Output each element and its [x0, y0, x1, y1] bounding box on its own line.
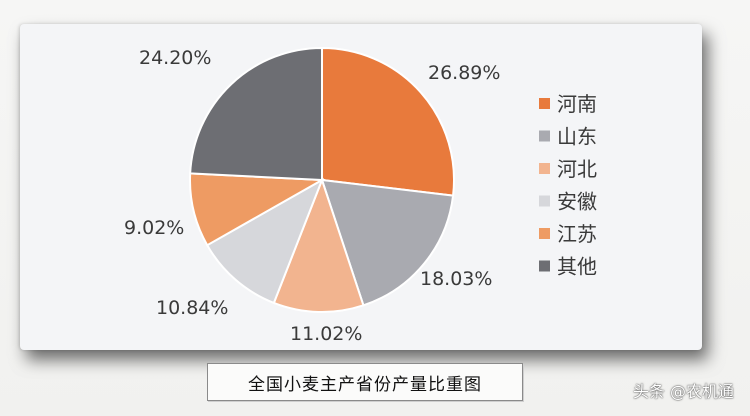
- pie-slice-3: [272, 177, 365, 313]
- pie-slice-6: [189, 46, 323, 182]
- slice-value-label-6: 24.20%: [139, 47, 211, 69]
- chart-caption-box: 全国小麦主产省份产量比重图: [207, 363, 523, 401]
- slice-value-label-5: 9.02%: [124, 217, 184, 239]
- legend-label-1: 河南: [557, 92, 597, 116]
- legend-label-2: 山东: [557, 125, 597, 149]
- watermark: 头条 @农机通: [632, 382, 734, 401]
- chart-caption: 全国小麦主产省份产量比重图: [248, 374, 482, 395]
- legend-swatch-1: [539, 98, 550, 109]
- legend-swatch-2: [539, 130, 550, 142]
- legend-swatch-5: [539, 228, 550, 239]
- pie-slice-2: [320, 178, 455, 307]
- legend-label-3: 河北: [557, 157, 597, 181]
- legend-label-4: 安徽: [557, 190, 597, 214]
- legend-label-5: 江苏: [557, 222, 597, 246]
- legend-swatch-4: [539, 195, 550, 207]
- slice-value-label-1: 26.89%: [428, 62, 500, 84]
- pie-slice-4: [205, 177, 324, 305]
- slice-value-label-4: 10.84%: [156, 297, 228, 319]
- slice-value-label-3: 11.02%: [290, 323, 362, 345]
- pie-slice-1: [321, 46, 455, 197]
- legend-swatch-6: [539, 260, 550, 272]
- legend-label-6: 其他: [557, 255, 597, 279]
- slice-value-label-2: 18.03%: [420, 268, 492, 290]
- legend-swatch-3: [539, 163, 550, 174]
